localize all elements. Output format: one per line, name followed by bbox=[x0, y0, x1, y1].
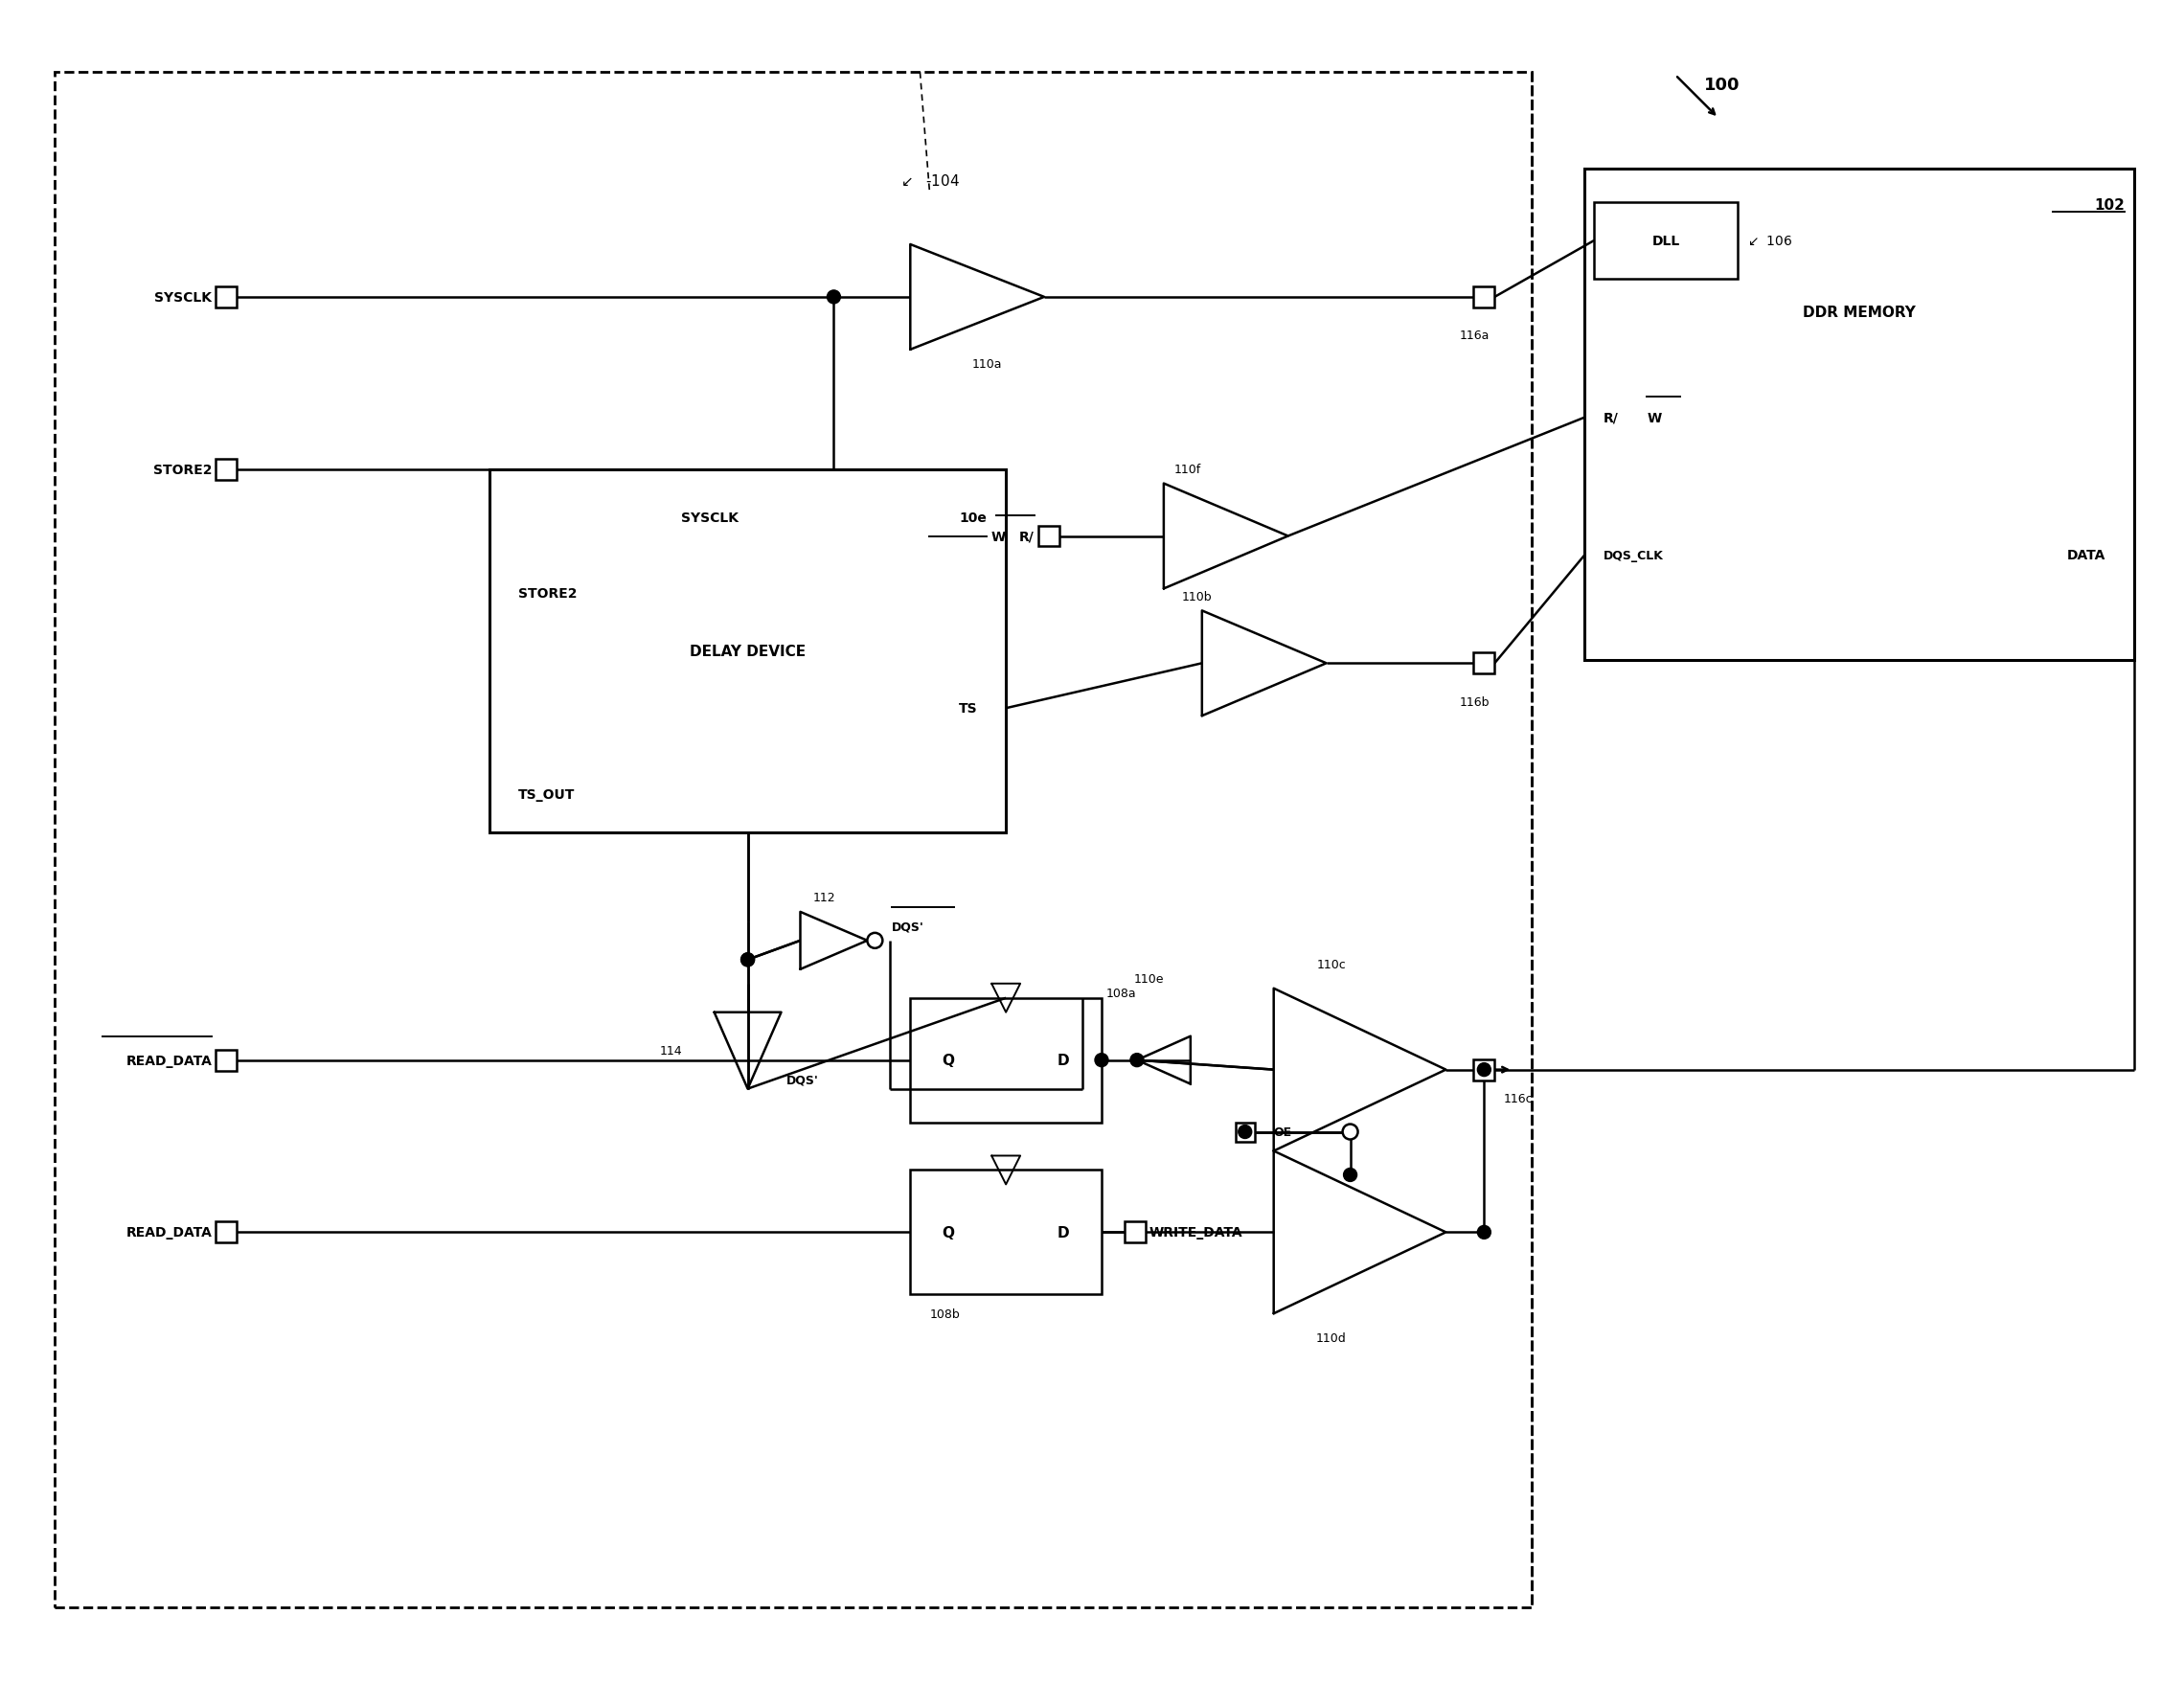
Circle shape bbox=[1131, 1054, 1144, 1067]
Bar bbox=[1037, 527, 1059, 547]
Text: 102: 102 bbox=[2094, 199, 2125, 212]
Text: DQS_CLK: DQS_CLK bbox=[1603, 549, 1664, 562]
Bar bbox=[911, 1170, 1101, 1294]
Bar bbox=[1586, 170, 2134, 661]
Text: WRITE_DATA: WRITE_DATA bbox=[1149, 1225, 1243, 1239]
Text: 110b: 110b bbox=[1182, 591, 1212, 603]
Text: Q: Q bbox=[941, 1054, 954, 1067]
Circle shape bbox=[867, 934, 882, 949]
Bar bbox=[1125, 1222, 1147, 1244]
Bar bbox=[216, 459, 238, 480]
Circle shape bbox=[1343, 1168, 1356, 1181]
Text: R/: R/ bbox=[1020, 530, 1035, 544]
Text: TS_OUT: TS_OUT bbox=[518, 788, 574, 801]
Bar bbox=[1474, 1059, 1494, 1080]
Text: W: W bbox=[1647, 411, 1662, 424]
Text: 108a: 108a bbox=[1107, 988, 1136, 1000]
Text: READ_DATA: READ_DATA bbox=[127, 1054, 212, 1067]
Bar bbox=[489, 470, 1007, 833]
Text: SYSCLK: SYSCLK bbox=[155, 291, 212, 305]
Text: STORE2: STORE2 bbox=[518, 587, 577, 601]
Text: Q: Q bbox=[941, 1225, 954, 1240]
Text: 110d: 110d bbox=[1317, 1331, 1345, 1343]
Text: $\swarrow$ 106: $\swarrow$ 106 bbox=[1745, 234, 1793, 247]
Text: 112: 112 bbox=[812, 892, 836, 904]
Bar bbox=[216, 288, 238, 308]
Text: OE: OE bbox=[1273, 1126, 1293, 1138]
Bar bbox=[1236, 1123, 1254, 1141]
Bar bbox=[216, 1050, 238, 1070]
Text: 110e: 110e bbox=[1133, 973, 1164, 985]
Text: DDR MEMORY: DDR MEMORY bbox=[1804, 306, 1915, 320]
Text: 108b: 108b bbox=[930, 1308, 959, 1319]
Text: DATA: DATA bbox=[2066, 549, 2105, 562]
Bar bbox=[1474, 653, 1494, 675]
Text: READ_DATA: READ_DATA bbox=[127, 1225, 212, 1239]
Text: 114: 114 bbox=[660, 1045, 684, 1057]
Text: DQS': DQS' bbox=[891, 921, 924, 932]
Circle shape bbox=[740, 953, 753, 966]
Circle shape bbox=[828, 291, 841, 305]
Text: TS: TS bbox=[959, 702, 976, 715]
Circle shape bbox=[1343, 1124, 1358, 1139]
Text: W: W bbox=[992, 530, 1007, 544]
Text: D: D bbox=[1057, 1225, 1070, 1240]
Text: SYSCLK: SYSCLK bbox=[681, 510, 738, 523]
Bar bbox=[1594, 204, 1738, 279]
Text: 116b: 116b bbox=[1459, 695, 1489, 709]
Text: 10e: 10e bbox=[959, 510, 987, 523]
Bar bbox=[216, 1222, 238, 1244]
Text: DELAY DEVICE: DELAY DEVICE bbox=[690, 645, 806, 658]
Text: STORE2: STORE2 bbox=[153, 463, 212, 476]
Text: D: D bbox=[1057, 1054, 1070, 1067]
Text: 100: 100 bbox=[1704, 77, 1741, 94]
Circle shape bbox=[1476, 1225, 1492, 1239]
Text: 116c: 116c bbox=[1503, 1092, 1533, 1104]
Circle shape bbox=[1238, 1126, 1251, 1139]
Text: 110a: 110a bbox=[972, 358, 1002, 370]
Circle shape bbox=[740, 953, 753, 966]
Text: $\swarrow$  -104: $\swarrow$ -104 bbox=[898, 173, 961, 188]
Circle shape bbox=[1476, 1064, 1492, 1077]
Bar bbox=[1474, 288, 1494, 308]
Bar bbox=[55, 72, 1531, 1607]
Text: 110c: 110c bbox=[1317, 959, 1345, 971]
Text: R/: R/ bbox=[1603, 411, 1618, 424]
Circle shape bbox=[1094, 1054, 1107, 1067]
Text: 110f: 110f bbox=[1175, 463, 1201, 476]
Bar bbox=[911, 998, 1101, 1123]
Text: 116a: 116a bbox=[1459, 330, 1489, 342]
Text: DLL: DLL bbox=[1651, 234, 1679, 247]
Text: DQS': DQS' bbox=[786, 1074, 819, 1086]
